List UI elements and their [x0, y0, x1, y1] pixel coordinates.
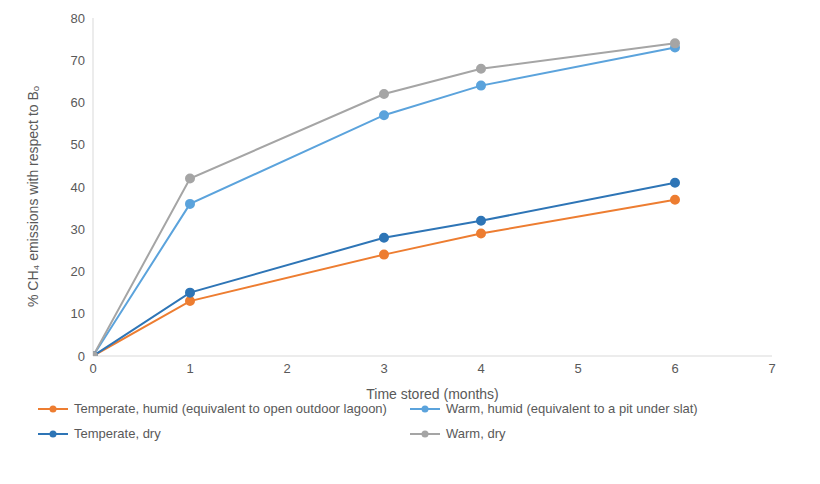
svg-text:50: 50: [71, 137, 85, 152]
svg-text:3: 3: [380, 361, 387, 376]
svg-text:Time stored (months): Time stored (months): [366, 386, 499, 402]
svg-text:4: 4: [477, 361, 484, 376]
html-text:Warm, dry: Warm, dry: [446, 426, 506, 441]
svg-text:5: 5: [574, 361, 581, 376]
svg-text:0: 0: [89, 361, 96, 376]
svg-text:10: 10: [71, 306, 85, 321]
html-text:Warm, humid (equivalent to a p: Warm, humid (equivalent to a pit under s…: [446, 401, 698, 416]
svg-text:20: 20: [71, 264, 85, 279]
svg-text:0: 0: [78, 349, 85, 364]
svg-text:40: 40: [71, 180, 85, 195]
svg-text:2: 2: [283, 361, 290, 376]
svg-text:7: 7: [768, 361, 775, 376]
svg-text:% CH₄ emissions with respect t: % CH₄ emissions with respect to Bₒ: [25, 86, 41, 307]
html-text:Temperate, humid (equivalent t: Temperate, humid (equivalent to open out…: [74, 401, 387, 416]
svg-text:60: 60: [71, 95, 85, 110]
svg-text:6: 6: [671, 361, 678, 376]
svg-text:70: 70: [71, 53, 85, 68]
svg-text:80: 80: [71, 11, 85, 26]
svg-text:1: 1: [186, 361, 193, 376]
svg-text:30: 30: [71, 222, 85, 237]
html-text:Temperate, dry: Temperate, dry: [74, 426, 161, 441]
